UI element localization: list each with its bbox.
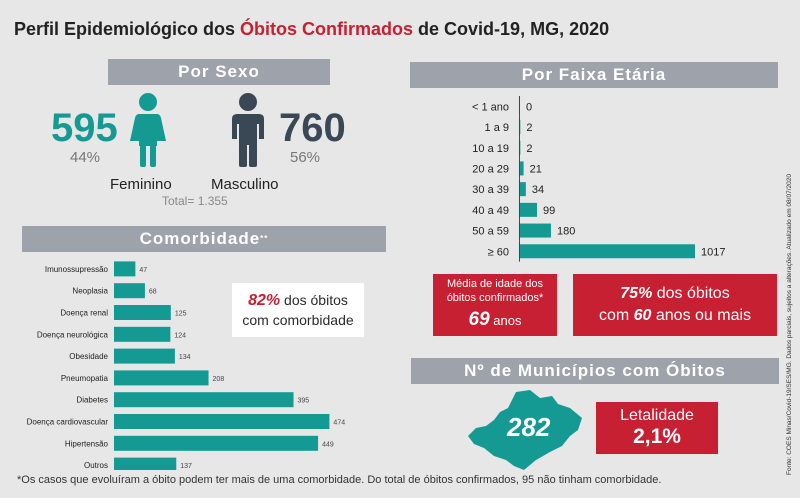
age-category-label: < 1 ano bbox=[472, 101, 509, 113]
sexo-header: Por Sexo bbox=[108, 59, 330, 85]
age-value-label: 2 bbox=[526, 143, 532, 155]
letalidade-box: Letalidade 2,1% bbox=[596, 402, 718, 454]
municipios-count: 282 bbox=[507, 412, 551, 442]
age-category-label: ≥ 60 bbox=[488, 246, 509, 258]
age-category-label: 20 a 29 bbox=[472, 163, 509, 175]
comorbidity-category-label: Diabetes bbox=[76, 396, 108, 405]
comorbidity-category-label: Doença neurológica bbox=[37, 330, 109, 339]
age-category-label: 40 a 49 bbox=[472, 205, 509, 217]
comorbidity-category-label: Imunossupressão bbox=[45, 265, 109, 274]
comorbidity-bar bbox=[114, 283, 145, 299]
comorbidity-category-label: Hipertensão bbox=[65, 439, 109, 448]
comorbidity-category-label: Neoplasia bbox=[72, 287, 108, 296]
age-bar bbox=[520, 182, 526, 197]
age-value-label: 0 bbox=[526, 101, 532, 113]
page-title: Perfil Epidemiológico dos Óbitos Confirm… bbox=[14, 19, 610, 39]
age-category-label: 1 a 9 bbox=[485, 122, 509, 134]
male-count: 760 bbox=[279, 106, 346, 150]
age-value-label: 180 bbox=[557, 226, 575, 238]
age-bar bbox=[520, 161, 524, 176]
age-category-label: 10 a 19 bbox=[472, 143, 509, 155]
female-figure-icon bbox=[130, 93, 166, 167]
comorbidity-value-label: 134 bbox=[179, 354, 191, 361]
female-label: Feminino bbox=[110, 176, 172, 193]
female-pct: 44% bbox=[70, 149, 101, 166]
comorbidity-value-label: 68 bbox=[149, 289, 157, 296]
comorbidity-value-label: 449 bbox=[322, 441, 334, 448]
comorbidade-chart: Imunossupressão 47 Neoplasia 68 Doença renal… bbox=[27, 261, 345, 470]
comorbidity-bar bbox=[114, 326, 171, 342]
age-category-label: 30 a 39 bbox=[472, 184, 509, 196]
comorbidity-value-label: 137 bbox=[180, 463, 192, 470]
age-value-label: 1017 bbox=[701, 246, 725, 258]
comorbidity-category-label: Obesidade bbox=[69, 352, 108, 361]
male-label: Masculino bbox=[211, 176, 279, 193]
age-value-label: 2 bbox=[526, 122, 532, 134]
comorbidity-category-label: Pneumopatia bbox=[61, 374, 109, 383]
comorbidity-category-label: Doença renal bbox=[60, 309, 108, 318]
municipios-header: Nº de Municípios com Óbitos bbox=[411, 358, 779, 384]
comorbidity-bar bbox=[114, 414, 330, 429]
male-figure-icon bbox=[232, 93, 264, 167]
comorbidity-bar bbox=[114, 457, 177, 470]
comorbidity-value-label: 47 bbox=[139, 267, 147, 274]
comorbidity-bar bbox=[114, 261, 136, 277]
age-value-label: 21 bbox=[530, 163, 542, 175]
media-idade-box: Média de idade dos óbitos confirmados* 6… bbox=[433, 274, 557, 336]
comorbidity-bar bbox=[114, 435, 319, 451]
source-note: Fonte: COES Minas/Covid-19/SES/MG. Dados… bbox=[786, 174, 793, 475]
age-value-label: 99 bbox=[543, 205, 555, 217]
comorbidity-value-label: 474 bbox=[333, 420, 345, 427]
footnote: *Os casos que evoluíram a óbito podem te… bbox=[17, 474, 662, 486]
comorbidity-bar bbox=[114, 305, 171, 320]
comorbidade-header: Comorbidade ** bbox=[22, 226, 386, 252]
female-count: 595 bbox=[51, 106, 118, 150]
comorbidity-bar bbox=[114, 348, 175, 364]
idade60-box: 75% dos óbitos com 60 anos ou mais bbox=[573, 274, 777, 336]
comorbidity-category-label: Doença cardiovascular bbox=[27, 418, 109, 427]
comorbidade-highlight: 82% dos óbitos com comorbidade bbox=[232, 283, 364, 337]
comorbidity-value-label: 124 bbox=[174, 332, 186, 339]
age-category-label: 50 a 59 bbox=[472, 226, 509, 238]
faixa-header: Por Faixa Etária bbox=[410, 62, 778, 88]
comorbidity-category-label: Outros bbox=[84, 461, 108, 470]
comorbidity-bar bbox=[114, 370, 209, 386]
comorbidity-value-label: 395 bbox=[298, 398, 310, 405]
comorbidity-value-label: 125 bbox=[175, 311, 187, 318]
faixa-chart: < 1 ano 0 1 a 9 2 10 a 19 2 20 a 29 21 30 a 39 34… bbox=[472, 96, 725, 262]
comorbidity-bar bbox=[114, 392, 294, 408]
minas-gerais-map-icon bbox=[468, 390, 582, 470]
age-bar bbox=[520, 244, 695, 259]
total-label: Total= 1.355 bbox=[162, 194, 228, 208]
comorbidity-value-label: 208 bbox=[213, 376, 225, 383]
age-bar bbox=[520, 223, 551, 238]
male-pct: 56% bbox=[290, 149, 321, 166]
age-value-label: 34 bbox=[532, 184, 544, 196]
age-bar bbox=[520, 202, 538, 217]
